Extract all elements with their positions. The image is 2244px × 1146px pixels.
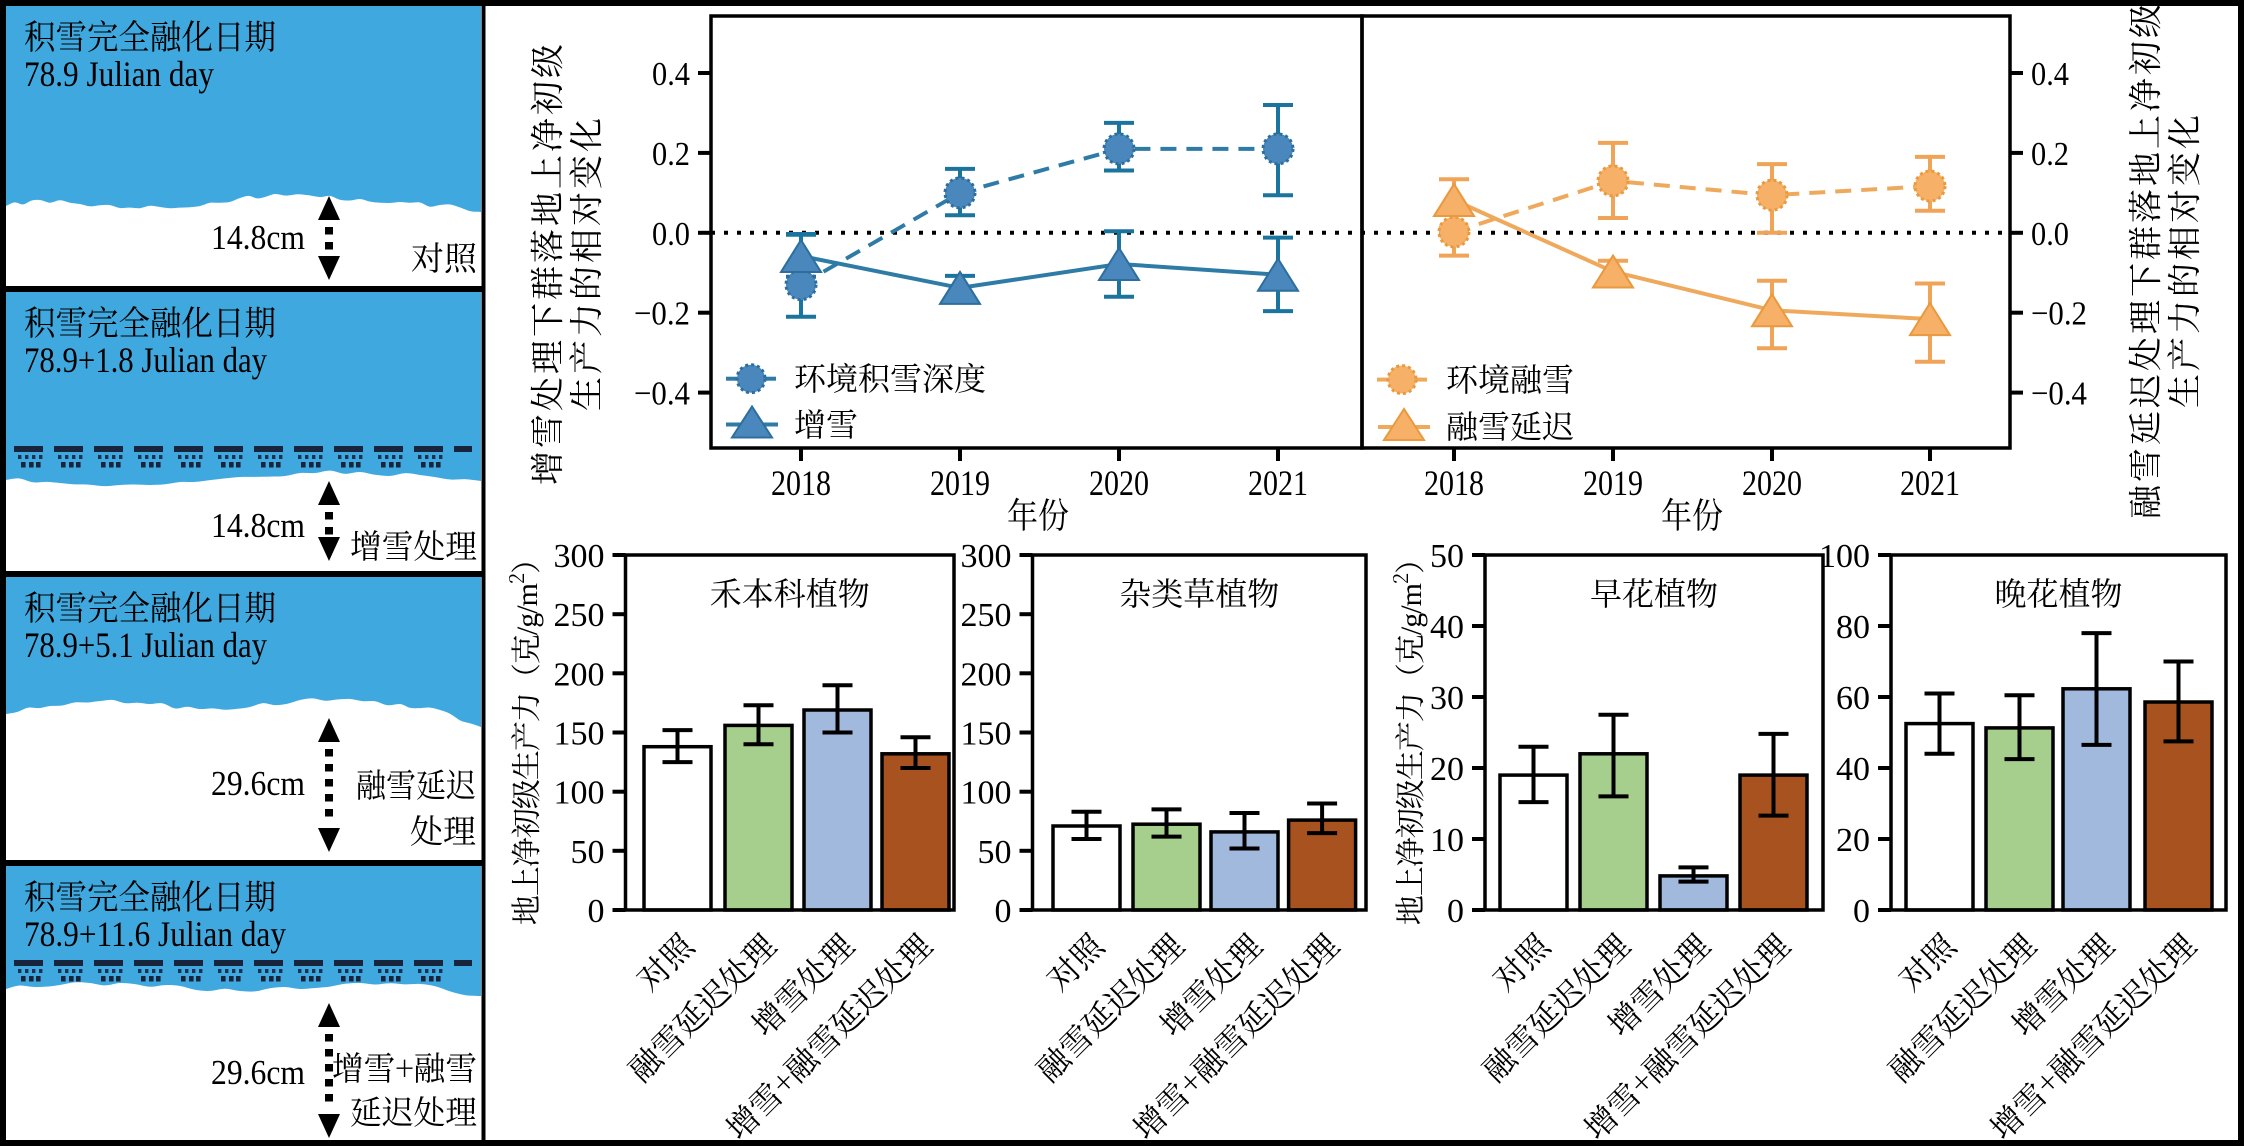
svg-text:78.9+5.1 Julian day: 78.9+5.1 Julian day bbox=[24, 625, 267, 665]
svg-text:29.6cm: 29.6cm bbox=[211, 1053, 305, 1092]
svg-text:78.9+1.8 Julian day: 78.9+1.8 Julian day bbox=[24, 340, 267, 380]
svg-text:晚花植物: 晚花植物 bbox=[1994, 569, 2122, 615]
svg-text:2020: 2020 bbox=[1742, 463, 1802, 503]
svg-text:2018: 2018 bbox=[771, 463, 831, 503]
svg-text:40: 40 bbox=[1430, 609, 1464, 646]
svg-text:−0.4: −0.4 bbox=[2031, 376, 2087, 413]
svg-text:融雪延迟: 融雪延迟 bbox=[1446, 402, 1574, 448]
svg-text:−0.4: −0.4 bbox=[634, 376, 690, 413]
svg-text:14.8cm: 14.8cm bbox=[211, 506, 305, 545]
svg-text:年份: 年份 bbox=[1007, 489, 1069, 539]
svg-text:2018: 2018 bbox=[1424, 463, 1484, 503]
svg-text:积雪完全融化日期: 积雪完全融化日期 bbox=[24, 296, 276, 345]
svg-text:处理: 处理 bbox=[410, 806, 476, 853]
svg-text:30: 30 bbox=[1430, 680, 1464, 717]
svg-text:150: 150 bbox=[554, 716, 605, 753]
svg-text:2021: 2021 bbox=[1248, 463, 1308, 503]
svg-text:融雪延迟处理下群落地上净初级: 融雪延迟处理下群落地上净初级 bbox=[2119, 1, 2168, 519]
svg-text:50: 50 bbox=[571, 834, 605, 871]
svg-text:200: 200 bbox=[554, 656, 605, 693]
svg-text:250: 250 bbox=[961, 597, 1012, 634]
svg-text:积雪完全融化日期: 积雪完全融化日期 bbox=[24, 581, 276, 630]
svg-text:生产力的相对变化: 生产力的相对变化 bbox=[2158, 112, 2207, 408]
svg-text:300: 300 bbox=[961, 538, 1012, 575]
svg-text:增雪: 增雪 bbox=[794, 400, 858, 446]
svg-text:100: 100 bbox=[1819, 538, 1870, 575]
svg-text:0.4: 0.4 bbox=[652, 56, 690, 93]
svg-text:78.9+11.6 Julian day: 78.9+11.6 Julian day bbox=[24, 914, 286, 954]
svg-text:2019: 2019 bbox=[930, 463, 990, 503]
svg-text:60: 60 bbox=[1836, 680, 1870, 717]
svg-text:2021: 2021 bbox=[1900, 463, 1960, 503]
svg-text:29.6cm: 29.6cm bbox=[211, 764, 305, 803]
svg-text:100: 100 bbox=[961, 775, 1012, 812]
svg-text:−0.2: −0.2 bbox=[634, 296, 690, 333]
svg-text:20: 20 bbox=[1836, 822, 1870, 859]
svg-text:200: 200 bbox=[961, 656, 1012, 693]
svg-text:0.4: 0.4 bbox=[2031, 56, 2069, 93]
svg-text:0: 0 bbox=[995, 893, 1012, 930]
svg-text:积雪完全融化日期: 积雪完全融化日期 bbox=[24, 870, 276, 919]
svg-text:0: 0 bbox=[588, 893, 605, 930]
svg-text:环境融雪: 环境融雪 bbox=[1446, 355, 1574, 401]
svg-text:增雪处理: 增雪处理 bbox=[350, 521, 477, 568]
svg-text:2020: 2020 bbox=[1089, 463, 1149, 503]
svg-text:增雪处理下群落地上净初级: 增雪处理下群落地上净初级 bbox=[521, 41, 570, 485]
svg-text:积雪完全融化日期: 积雪完全融化日期 bbox=[24, 10, 276, 59]
svg-text:0.2: 0.2 bbox=[2031, 136, 2069, 173]
svg-text:年份: 年份 bbox=[1661, 489, 1723, 539]
svg-text:地上净初级生产力（克/g/m2）: 地上净初级生产力（克/g/m2） bbox=[501, 545, 547, 925]
svg-text:杂类草植物: 杂类草植物 bbox=[1119, 569, 1279, 615]
svg-text:延迟处理: 延迟处理 bbox=[350, 1087, 477, 1134]
svg-text:增雪+融雪: 增雪+融雪 bbox=[332, 1043, 477, 1090]
svg-text:早花植物: 早花植物 bbox=[1590, 569, 1718, 615]
svg-text:20: 20 bbox=[1430, 751, 1464, 788]
svg-text:−0.2: −0.2 bbox=[2031, 296, 2087, 333]
svg-text:78.9 Julian day: 78.9 Julian day bbox=[24, 54, 214, 94]
svg-text:生产力的相对变化: 生产力的相对变化 bbox=[560, 115, 609, 411]
svg-text:50: 50 bbox=[1430, 538, 1464, 575]
svg-text:250: 250 bbox=[554, 597, 605, 634]
svg-text:2019: 2019 bbox=[1583, 463, 1643, 503]
svg-text:14.8cm: 14.8cm bbox=[211, 218, 305, 257]
svg-text:0.0: 0.0 bbox=[2031, 216, 2069, 253]
svg-text:50: 50 bbox=[978, 834, 1012, 871]
svg-text:0.2: 0.2 bbox=[652, 136, 690, 173]
svg-text:0.0: 0.0 bbox=[652, 216, 690, 253]
svg-text:0: 0 bbox=[1447, 893, 1464, 930]
svg-text:300: 300 bbox=[554, 538, 605, 575]
svg-text:10: 10 bbox=[1430, 822, 1464, 859]
svg-text:80: 80 bbox=[1836, 609, 1870, 646]
svg-text:对照: 对照 bbox=[411, 233, 478, 280]
svg-text:禾本科植物: 禾本科植物 bbox=[710, 569, 870, 615]
svg-text:地上净初级生产力（克/g/m2）: 地上净初级生产力（克/g/m2） bbox=[1385, 545, 1431, 925]
svg-text:150: 150 bbox=[961, 716, 1012, 753]
svg-text:40: 40 bbox=[1836, 751, 1870, 788]
svg-text:0: 0 bbox=[1853, 893, 1870, 930]
svg-text:环境积雪深度: 环境积雪深度 bbox=[794, 354, 986, 400]
svg-text:100: 100 bbox=[554, 775, 605, 812]
svg-text:融雪延迟: 融雪延迟 bbox=[356, 760, 476, 807]
